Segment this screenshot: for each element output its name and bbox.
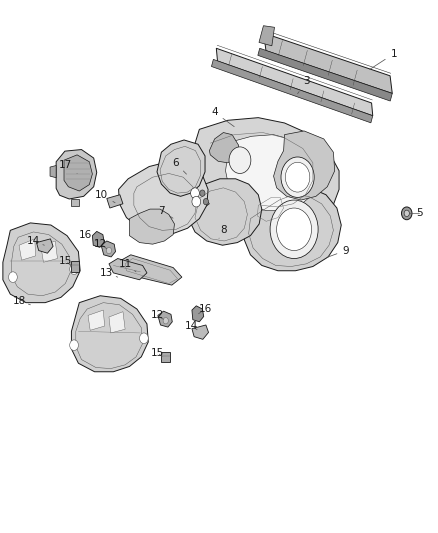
- Polygon shape: [259, 26, 275, 46]
- Polygon shape: [192, 325, 208, 340]
- Text: 13: 13: [100, 268, 118, 278]
- Text: 14: 14: [27, 236, 44, 246]
- Polygon shape: [3, 223, 80, 303]
- Circle shape: [70, 340, 78, 351]
- Text: 18: 18: [12, 296, 30, 306]
- Text: 17: 17: [59, 160, 77, 173]
- Polygon shape: [158, 311, 172, 327]
- Text: 11: 11: [119, 259, 136, 272]
- Circle shape: [200, 190, 205, 196]
- Polygon shape: [199, 198, 209, 208]
- Polygon shape: [258, 49, 392, 101]
- Polygon shape: [226, 135, 317, 211]
- Polygon shape: [119, 161, 208, 233]
- Circle shape: [70, 264, 78, 274]
- Polygon shape: [187, 179, 262, 245]
- Polygon shape: [157, 140, 205, 196]
- Polygon shape: [71, 296, 148, 372]
- Polygon shape: [56, 150, 97, 199]
- Polygon shape: [209, 133, 239, 163]
- Polygon shape: [101, 241, 116, 257]
- Polygon shape: [130, 209, 174, 244]
- Circle shape: [106, 247, 112, 254]
- Polygon shape: [41, 241, 57, 262]
- Text: 12: 12: [150, 310, 164, 320]
- Polygon shape: [50, 165, 56, 177]
- Polygon shape: [71, 261, 79, 272]
- Circle shape: [192, 196, 201, 207]
- Polygon shape: [274, 131, 335, 200]
- Text: 7: 7: [158, 206, 173, 218]
- Circle shape: [203, 198, 208, 205]
- Polygon shape: [36, 239, 53, 253]
- Text: 5: 5: [410, 208, 423, 219]
- Polygon shape: [107, 195, 123, 208]
- Text: 12: 12: [94, 239, 107, 249]
- Text: 1: 1: [370, 49, 397, 69]
- Text: 16: 16: [198, 304, 212, 314]
- Text: 3: 3: [297, 77, 310, 94]
- Circle shape: [9, 272, 17, 282]
- Polygon shape: [244, 187, 341, 271]
- Polygon shape: [264, 33, 392, 93]
- Text: 10: 10: [95, 190, 115, 203]
- Polygon shape: [216, 49, 373, 116]
- Polygon shape: [88, 310, 105, 330]
- Circle shape: [270, 200, 318, 259]
- Circle shape: [163, 318, 168, 324]
- Text: 16: 16: [79, 230, 97, 241]
- Text: 4: 4: [211, 107, 234, 127]
- Circle shape: [404, 210, 410, 216]
- Circle shape: [286, 163, 310, 192]
- Circle shape: [277, 208, 311, 251]
- Circle shape: [402, 207, 412, 220]
- Polygon shape: [189, 118, 339, 228]
- Polygon shape: [71, 199, 79, 206]
- Polygon shape: [212, 59, 373, 123]
- Text: 9: 9: [326, 246, 349, 257]
- Text: 8: 8: [219, 225, 227, 238]
- Text: 15: 15: [150, 348, 164, 358]
- Circle shape: [281, 157, 314, 197]
- Text: 15: 15: [59, 256, 72, 266]
- Polygon shape: [19, 239, 35, 260]
- Circle shape: [140, 333, 148, 344]
- Polygon shape: [64, 155, 92, 191]
- Polygon shape: [109, 259, 147, 280]
- Polygon shape: [109, 312, 125, 333]
- Circle shape: [191, 188, 199, 198]
- Polygon shape: [161, 352, 170, 362]
- Polygon shape: [120, 255, 182, 285]
- Text: 14: 14: [185, 321, 198, 331]
- Circle shape: [229, 147, 251, 173]
- Text: 6: 6: [172, 158, 187, 174]
- Polygon shape: [192, 306, 204, 322]
- Polygon shape: [92, 231, 104, 247]
